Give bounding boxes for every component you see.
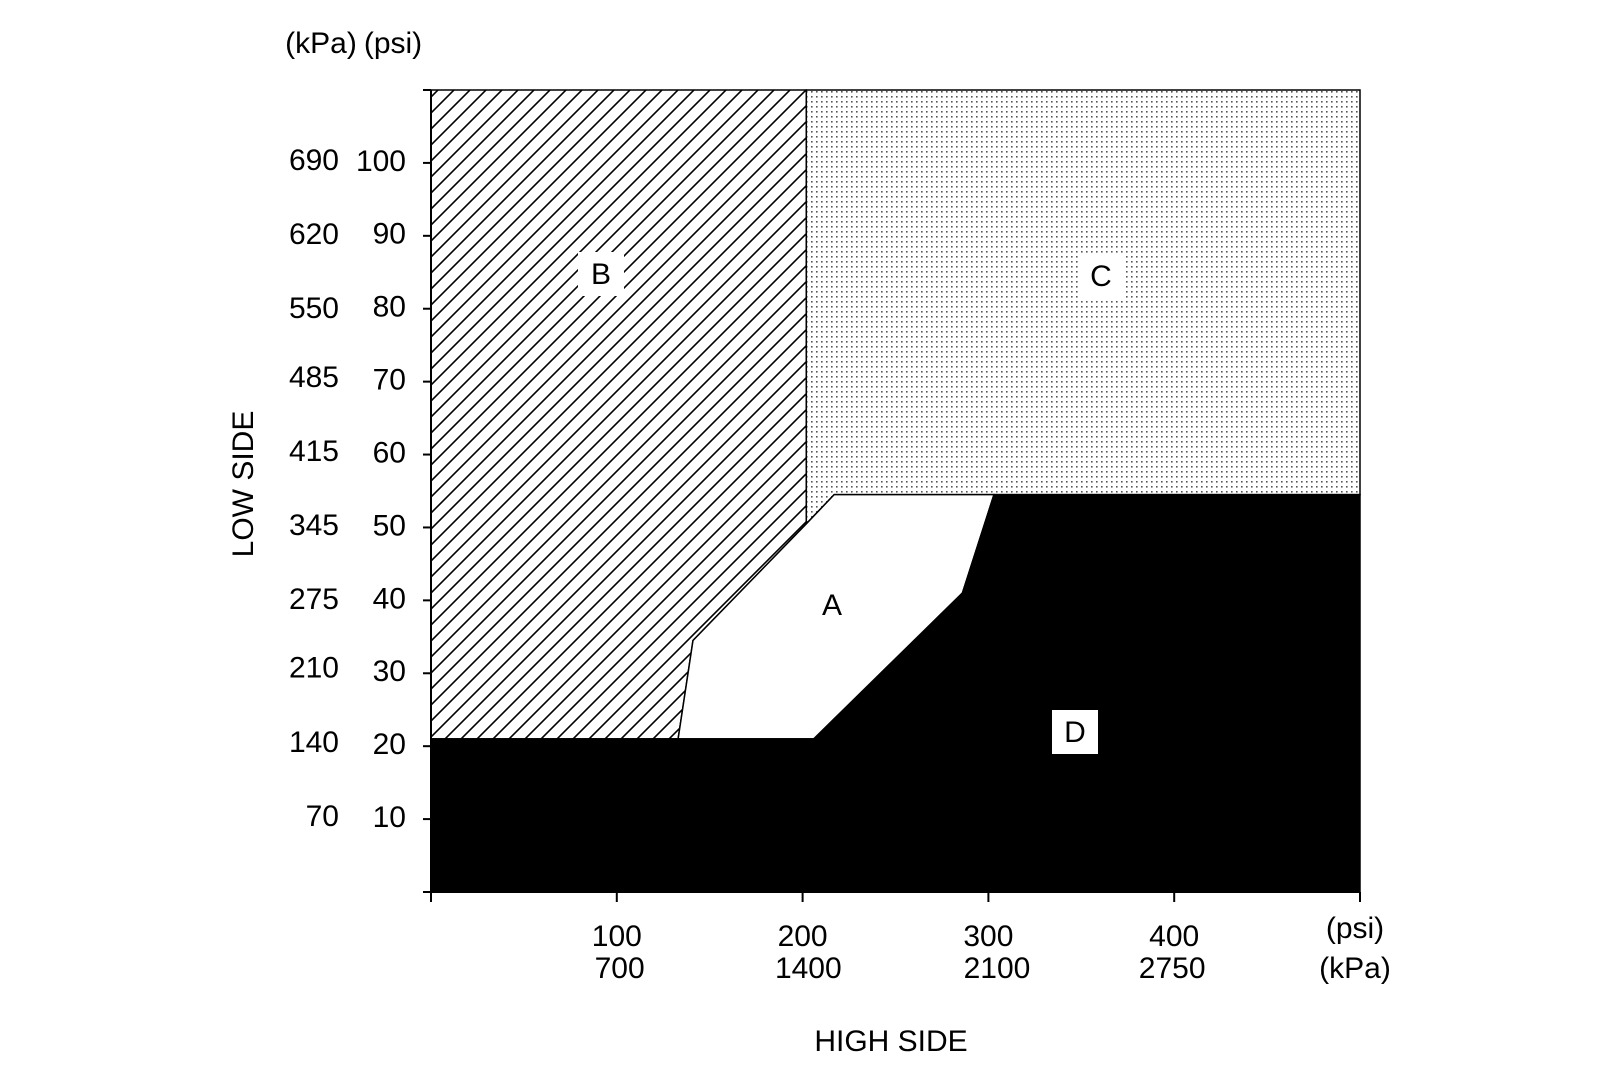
y2-tick-label: 140 <box>289 726 339 759</box>
y-tick-label: 30 <box>373 655 406 688</box>
region <box>805 89 1361 526</box>
y-tick-label: 100 <box>356 145 406 178</box>
y2-units: (kPa) <box>285 27 357 60</box>
y2-tick-label: 415 <box>289 435 339 468</box>
y-tick-label: 70 <box>373 364 406 397</box>
x-tick-label: 400 <box>1149 920 1199 953</box>
x2-tick-label: 2100 <box>964 952 1031 985</box>
region-label-box <box>1078 254 1124 298</box>
region-label: B <box>591 258 611 291</box>
y2-tick-label: 70 <box>306 800 339 833</box>
region-label: A <box>822 589 842 622</box>
y2-tick-label: 690 <box>289 144 339 177</box>
y-units: (psi) <box>364 27 422 60</box>
y2-tick-label: 275 <box>289 583 339 616</box>
x2-tick-label: 1400 <box>775 952 842 985</box>
y-tick-label: 50 <box>373 509 406 542</box>
y2-tick-label: 345 <box>289 509 339 542</box>
y-tick-label: 60 <box>373 436 406 469</box>
y-axis-title: LOW SIDE <box>227 411 260 558</box>
y-tick-label: 20 <box>373 728 406 761</box>
y-tick-label: 80 <box>373 291 406 324</box>
x-tick-label: 200 <box>778 920 828 953</box>
region-label: D <box>1064 716 1086 749</box>
region-label-box <box>578 252 624 296</box>
x2-tick-label: 2750 <box>1139 952 1206 985</box>
x2-tick-label: 700 <box>595 952 645 985</box>
x2-units: (kPa) <box>1319 952 1391 985</box>
x-axis-title: HIGH SIDE <box>814 1025 967 1058</box>
y2-tick-label: 210 <box>289 652 339 685</box>
x-tick-label: 100 <box>592 920 642 953</box>
region-label-box <box>1052 710 1098 754</box>
y2-tick-label: 620 <box>289 218 339 251</box>
region-label: C <box>1090 260 1112 293</box>
x-units: (psi) <box>1326 912 1384 945</box>
x-tick-label: 300 <box>963 920 1013 953</box>
y-tick-label: 10 <box>373 801 406 834</box>
y2-tick-label: 485 <box>289 361 339 394</box>
y-tick-label: 40 <box>373 582 406 615</box>
y2-tick-label: 550 <box>289 292 339 325</box>
y-tick-label: 90 <box>373 218 406 251</box>
